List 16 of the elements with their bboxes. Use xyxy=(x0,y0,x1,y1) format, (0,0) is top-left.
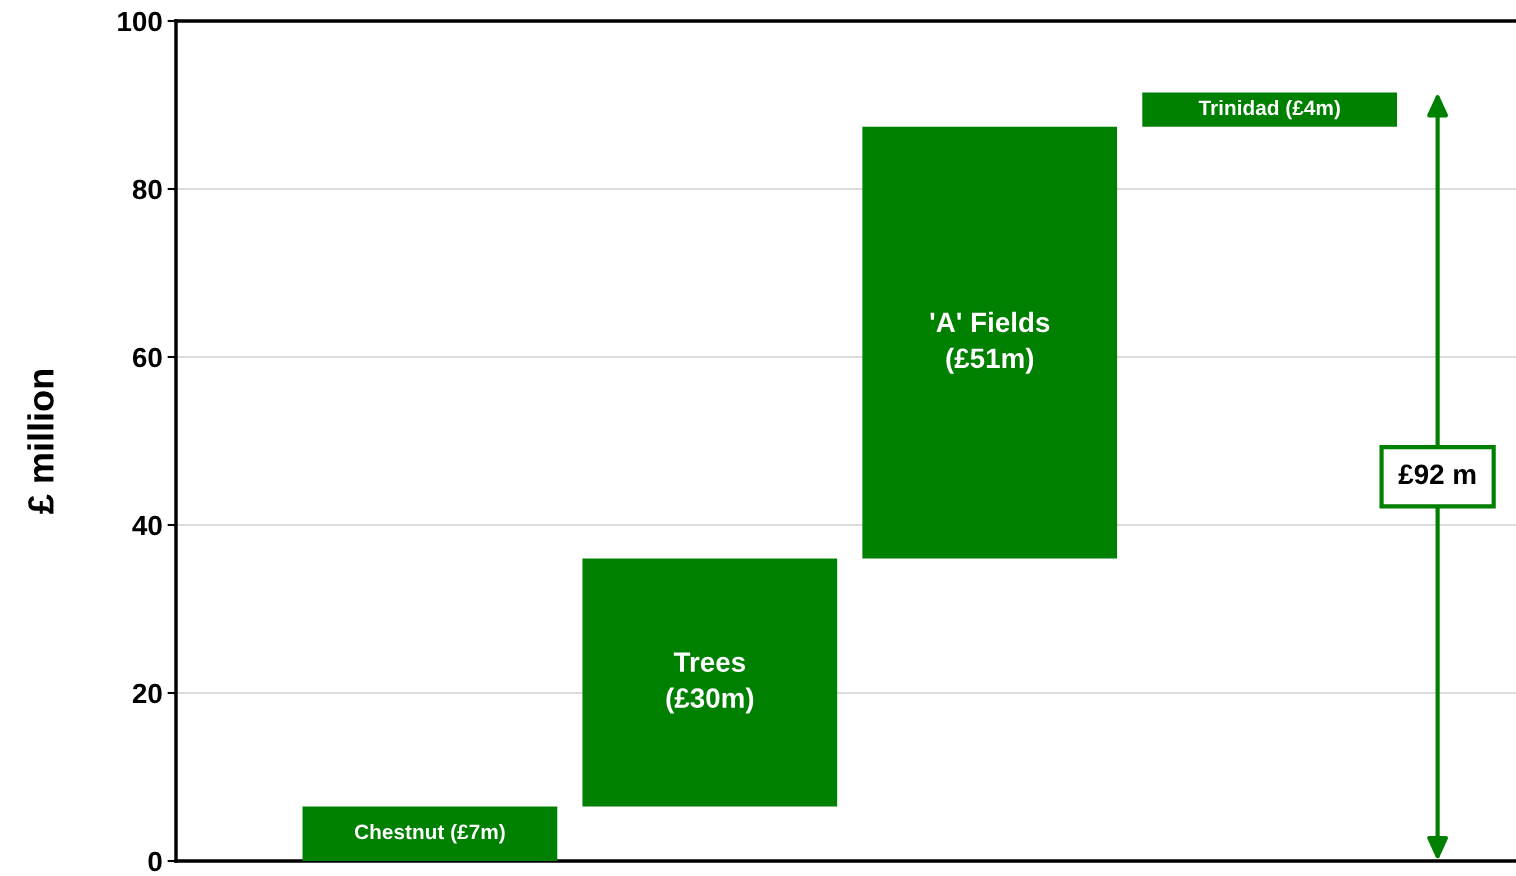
data-label: 'A' Fields (£51m) xyxy=(930,311,1050,374)
y-axis-title: £ million xyxy=(27,370,54,514)
data-label: Chestnut (£7m) xyxy=(354,823,505,844)
y-tick-label: 100 xyxy=(118,11,162,32)
y-tick-label: 20 xyxy=(132,683,162,704)
y-tick-label: 40 xyxy=(132,515,162,536)
bar xyxy=(582,558,838,807)
y-tick-label: 0 xyxy=(148,851,162,872)
bar xyxy=(862,126,1118,559)
bar xyxy=(302,806,558,861)
data-label: Trinidad (£4m) xyxy=(1198,99,1340,120)
y-tick-label: 80 xyxy=(132,179,162,200)
annotation: £92 m xyxy=(1398,464,1476,485)
data-label: Trees (£30m) xyxy=(666,652,754,714)
y-tick-label: 60 xyxy=(132,347,162,368)
bar xyxy=(1142,92,1398,127)
